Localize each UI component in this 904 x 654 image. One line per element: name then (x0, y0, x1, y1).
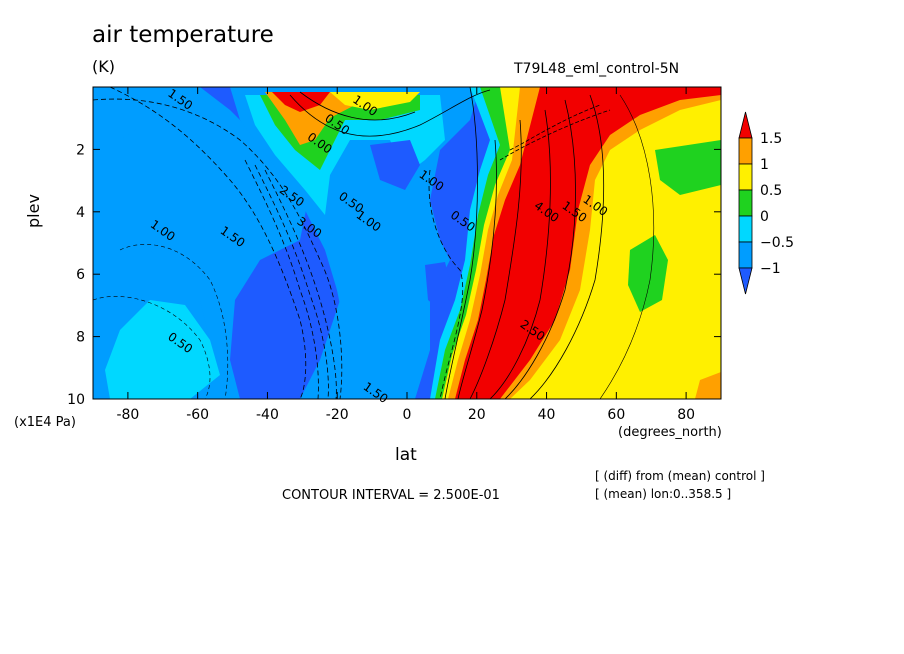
x-tick-label: 60 (607, 407, 625, 423)
contour-lines (93, 87, 654, 399)
colorbar-label: −0.5 (760, 235, 794, 251)
colorbar-label: 1.5 (760, 131, 782, 147)
colorbar: 1.5 1 0.5 0 −0.5 −1 (738, 111, 794, 295)
colorbar-arrow-bottom (738, 267, 753, 295)
chart-units: (K) (92, 57, 115, 76)
y-tick-label: 6 (76, 267, 85, 283)
y-unit-label: (x1E4 Pa) (14, 415, 76, 430)
colorbar-bin (738, 215, 753, 243)
colorbar-bin (738, 137, 753, 165)
colorbar-bin (738, 163, 753, 191)
y-axis: 2 4 6 8 10 (67, 142, 721, 408)
x-tick-label: 80 (677, 407, 695, 423)
note-diff: [ (diff) from (mean) control ] (595, 469, 765, 483)
y-tick-label: 8 (76, 330, 85, 346)
x-tick-label: -20 (326, 407, 349, 423)
y-tick-label: 2 (76, 142, 85, 158)
y-tick-label: 4 (76, 205, 85, 221)
colorbar-label: −1 (760, 261, 781, 277)
filled-field (93, 87, 721, 399)
colorbar-arrow-top (738, 111, 753, 139)
colorbar-bin (738, 189, 753, 217)
run-label: T79L48_eml_control-5N (514, 61, 680, 77)
contour-interval: CONTOUR INTERVAL = 2.500E-01 (282, 488, 500, 503)
x-tick-label: -80 (116, 407, 139, 423)
x-tick-label: -40 (256, 407, 279, 423)
colorbar-bin (738, 241, 753, 269)
x-tick-label: 20 (468, 407, 486, 423)
y-tick-label: 10 (67, 392, 85, 408)
colorbar-label: 0.5 (760, 183, 782, 199)
x-tick-label: 40 (538, 407, 556, 423)
colorbar-label: 0 (760, 209, 769, 225)
x-axis: -80 -60 -40 -20 0 20 40 60 80 (116, 87, 695, 423)
chart-title: air temperature (92, 22, 274, 48)
x-axis-label: lat (395, 445, 417, 465)
colorbar-label: 1 (760, 157, 769, 173)
note-mean: [ (mean) lon:0..358.5 ] (595, 487, 732, 501)
x-tick-label: 0 (403, 407, 412, 423)
x-tick-label: -60 (186, 407, 209, 423)
x-unit-label: (degrees_north) (618, 425, 722, 440)
